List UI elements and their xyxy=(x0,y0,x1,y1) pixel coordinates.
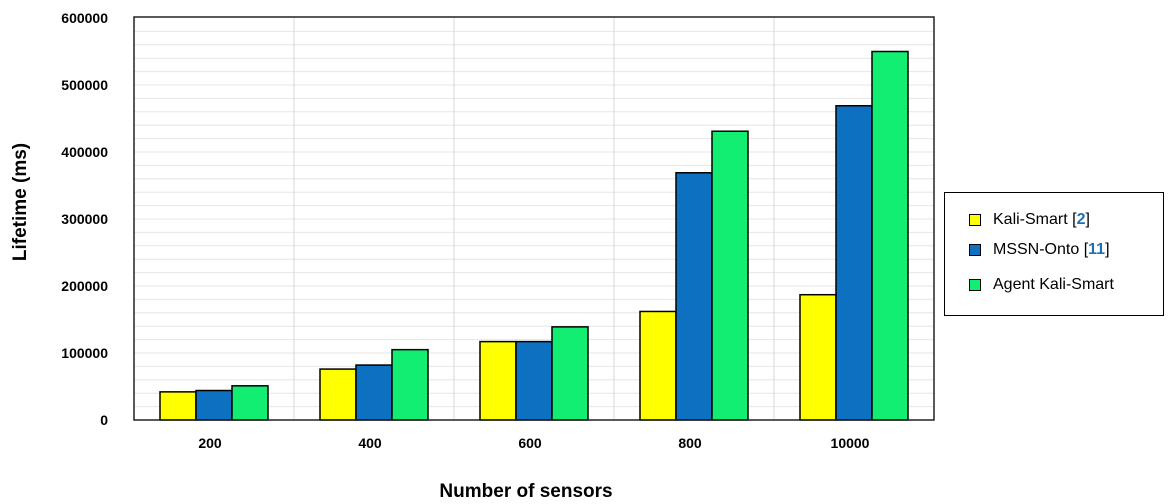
bar-mssn-onto-10000 xyxy=(835,105,873,421)
y-tick-label: 0 xyxy=(100,412,108,428)
legend-label-mssn-onto: MSSN-Onto [ xyxy=(993,241,1089,258)
bar-kali-smart-400 xyxy=(319,368,357,421)
legend-swatch-mssn-onto xyxy=(969,244,981,256)
bar-agent-kali-smart-400 xyxy=(391,348,429,421)
legend-item-mssn-onto: MSSN-Onto [11] xyxy=(969,241,1110,259)
x-tick-label: 600 xyxy=(518,435,542,451)
legend-label-agent-kali-smart: Agent Kali-Smart xyxy=(993,276,1114,293)
y-tick-label: 400000 xyxy=(61,144,108,160)
bar-mssn-onto-200 xyxy=(195,389,233,421)
x-tick-label: 400 xyxy=(358,435,382,451)
bar-agent-kali-smart-200 xyxy=(231,385,269,421)
legend-swatch-agent-kali-smart xyxy=(969,279,981,291)
y-tick-label: 500000 xyxy=(61,77,108,93)
bar-mssn-onto-600 xyxy=(515,340,553,421)
legend-bracket-mssn-onto: ] xyxy=(1105,241,1110,258)
y-tick-label: 300000 xyxy=(61,211,108,227)
bar-kali-smart-10000 xyxy=(799,293,837,421)
legend-item-kali-smart: Kali-Smart [2] xyxy=(969,211,1090,229)
legend-bracket-kali-smart: ] xyxy=(1085,211,1090,228)
y-tick-labels: 0 100000 200000 300000 400000 500000 600000 xyxy=(61,10,108,428)
legend-ref-kali-smart: 2 xyxy=(1076,211,1086,228)
x-axis-title: Number of sensors xyxy=(439,481,612,502)
bar-agent-kali-smart-10000 xyxy=(871,50,909,421)
bar-agent-kali-smart-600 xyxy=(551,326,589,421)
legend-ref-mssn-onto: 11 xyxy=(1088,241,1106,258)
x-tick-label: 800 xyxy=(678,435,702,451)
y-tick-label: 600000 xyxy=(61,10,108,26)
bar-kali-smart-800 xyxy=(639,310,677,421)
y-tick-label: 200000 xyxy=(61,278,108,294)
legend-swatch-kali-smart xyxy=(969,214,981,226)
bar-agent-kali-smart-800 xyxy=(711,130,749,421)
bar-kali-smart-600 xyxy=(479,340,517,421)
y-axis-title: Lifetime (ms) xyxy=(10,143,31,261)
plot-border xyxy=(133,16,935,421)
legend-label-kali-smart: Kali-Smart [ xyxy=(993,211,1077,228)
x-tick-labels: 200 400 600 800 10000 xyxy=(198,435,869,451)
legend: Kali-Smart [2] MSSN-Onto [11] Agent Kali… xyxy=(944,192,1164,316)
y-tick-label: 100000 xyxy=(61,345,108,361)
bar-mssn-onto-800 xyxy=(675,172,713,421)
grid-lines xyxy=(134,17,934,420)
bar-kali-smart-200 xyxy=(159,391,197,421)
legend-item-agent-kali-smart: Agent Kali-Smart xyxy=(969,276,1114,294)
bar-mssn-onto-400 xyxy=(355,364,393,421)
x-tick-label: 10000 xyxy=(831,435,870,451)
x-tick-label: 200 xyxy=(198,435,222,451)
